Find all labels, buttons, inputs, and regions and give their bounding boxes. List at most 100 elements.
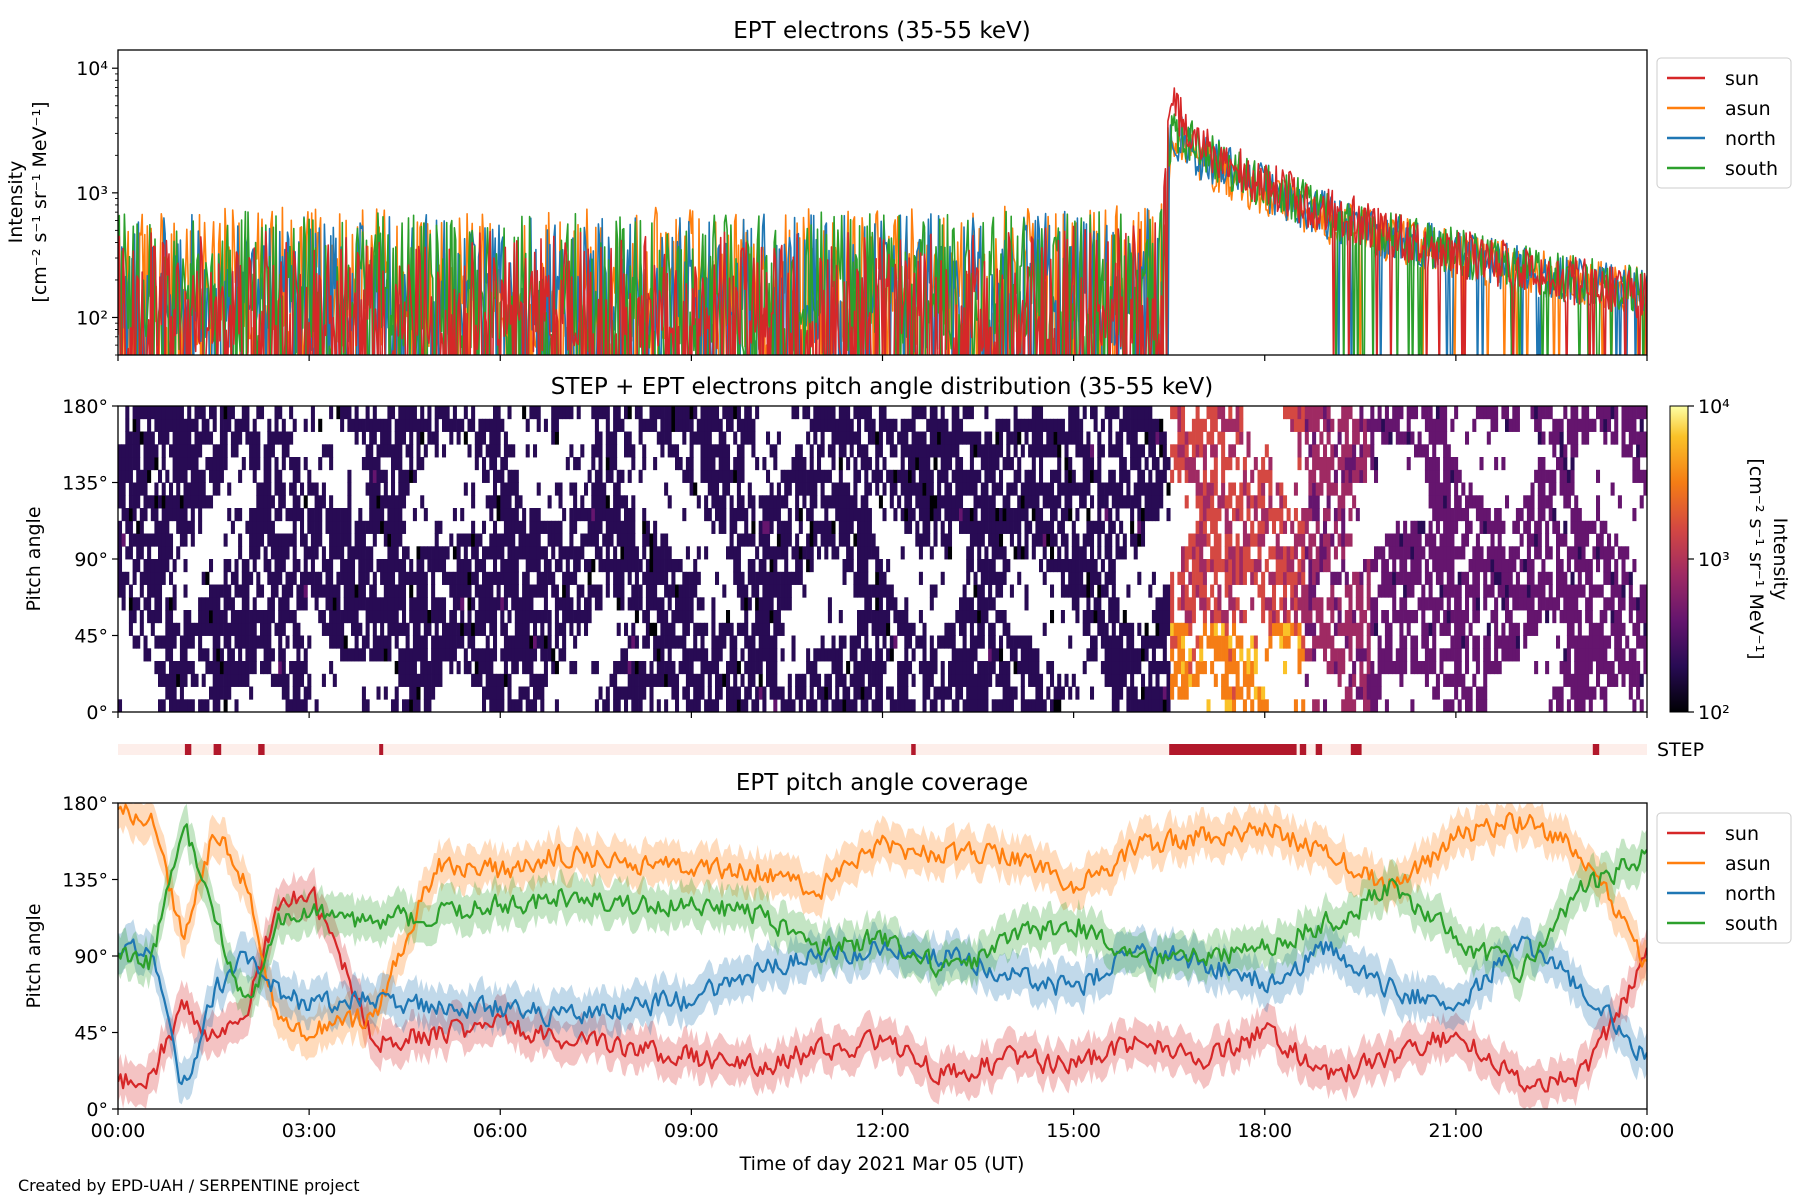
heatmap-cell <box>405 444 410 458</box>
heatmap-cell <box>496 571 501 585</box>
heatmap-cell <box>838 469 843 483</box>
heatmap-cell <box>1323 648 1328 662</box>
heatmap-cell <box>951 648 956 662</box>
heatmap-cell <box>463 571 468 585</box>
heatmap-cell <box>420 457 425 471</box>
heatmap-cell <box>693 622 698 636</box>
heatmap-cell <box>1046 444 1051 458</box>
heatmap-cell <box>980 482 985 496</box>
heatmap-cell <box>929 482 934 496</box>
heatmap-cell <box>1326 457 1331 471</box>
heatmap-cell <box>340 571 345 585</box>
heatmap-cell <box>263 635 268 649</box>
heatmap-cell <box>660 406 665 420</box>
heatmap-cell <box>507 584 512 598</box>
heatmap-cell <box>762 686 767 700</box>
heatmap-cell <box>875 648 880 662</box>
heatmap-cell <box>1232 686 1237 700</box>
heatmap-cell <box>1323 559 1328 573</box>
heatmap-cell <box>165 431 170 445</box>
heatmap-cell <box>1384 635 1389 649</box>
heatmap-cell <box>955 699 960 712</box>
heatmap-cell <box>278 673 283 687</box>
heatmap-cell <box>1162 661 1167 675</box>
heatmap-cell <box>507 648 512 662</box>
heatmap-cell <box>773 571 778 585</box>
heatmap-cell <box>1181 635 1186 649</box>
heatmap-cell <box>1115 482 1120 496</box>
heatmap-cell <box>310 584 315 598</box>
heatmap-cell <box>1002 610 1007 624</box>
heatmap-cell <box>605 559 610 573</box>
heatmap-cell <box>598 469 603 483</box>
heatmap-cell <box>820 686 825 700</box>
heatmap-cell <box>864 418 869 432</box>
heatmap-cell <box>875 431 880 445</box>
heatmap-cell <box>817 406 822 420</box>
heatmap-cell <box>795 508 800 522</box>
heatmap-cell <box>1457 635 1462 649</box>
heatmap-cell <box>613 508 618 522</box>
heatmap-cell <box>296 508 301 522</box>
heatmap-cell <box>991 457 996 471</box>
heatmap-cell <box>1283 406 1288 420</box>
heatmap-cell <box>613 431 618 445</box>
heatmap-cell <box>547 610 552 624</box>
heatmap-cell <box>1228 635 1233 649</box>
heatmap-cell <box>685 686 690 700</box>
heatmap-cell <box>875 635 880 649</box>
heatmap-cell <box>1104 648 1109 662</box>
heatmap-cell <box>1111 648 1116 662</box>
heatmap-cell <box>849 418 854 432</box>
heatmap-cell <box>325 584 330 598</box>
heatmap-cell <box>904 635 909 649</box>
heatmap-cell <box>391 622 396 636</box>
heatmap-cell <box>918 406 923 420</box>
heatmap-cell <box>1042 571 1047 585</box>
heatmap-cell <box>1050 508 1055 522</box>
heatmap-cell <box>1432 648 1437 662</box>
heatmap-cell <box>1443 610 1448 624</box>
heatmap-cell <box>478 584 483 598</box>
heatmap-cell <box>613 520 618 534</box>
heatmap-cell <box>1071 546 1076 560</box>
heatmap-cell <box>1239 635 1244 649</box>
heatmap-cell <box>267 533 272 547</box>
heatmap-cell <box>274 533 279 547</box>
heatmap-cell <box>849 648 854 662</box>
heatmap-cell <box>500 533 505 547</box>
heatmap-cell <box>518 686 523 700</box>
heatmap-cell <box>1232 661 1237 675</box>
heatmap-cell <box>147 418 152 432</box>
heatmap-cell <box>533 520 538 534</box>
heatmap-cell <box>835 546 840 560</box>
heatmap-cell <box>704 431 709 445</box>
heatmap-cell <box>1170 610 1175 624</box>
heatmap-cell <box>278 546 283 560</box>
heatmap-cell <box>216 661 221 675</box>
heatmap-cell <box>1217 597 1222 611</box>
heatmap-cell <box>1130 406 1135 420</box>
heatmap-cell <box>787 699 792 712</box>
heatmap-cell <box>223 418 228 432</box>
heatmap-cell <box>176 418 181 432</box>
heatmap-cell <box>977 469 982 483</box>
heatmap-cell <box>1308 495 1313 509</box>
heatmap-cell <box>1155 431 1160 445</box>
heatmap-cell <box>973 686 978 700</box>
heatmap-cell <box>1210 661 1215 675</box>
heatmap-cell <box>1424 597 1429 611</box>
heatmap-cell <box>493 571 498 585</box>
heatmap-cell <box>576 546 581 560</box>
heatmap-cell <box>431 431 436 445</box>
heatmap-cell <box>1261 699 1266 712</box>
heatmap-cell <box>762 622 767 636</box>
heatmap-cell <box>460 508 465 522</box>
heatmap-cell <box>289 661 294 675</box>
heatmap-cell <box>1184 584 1189 598</box>
heatmap-cell <box>918 533 923 547</box>
heatmap-cell <box>270 584 275 598</box>
heatmap-cell <box>824 495 829 509</box>
heatmap-cell <box>1042 520 1047 534</box>
heatmap-cell <box>267 597 272 611</box>
